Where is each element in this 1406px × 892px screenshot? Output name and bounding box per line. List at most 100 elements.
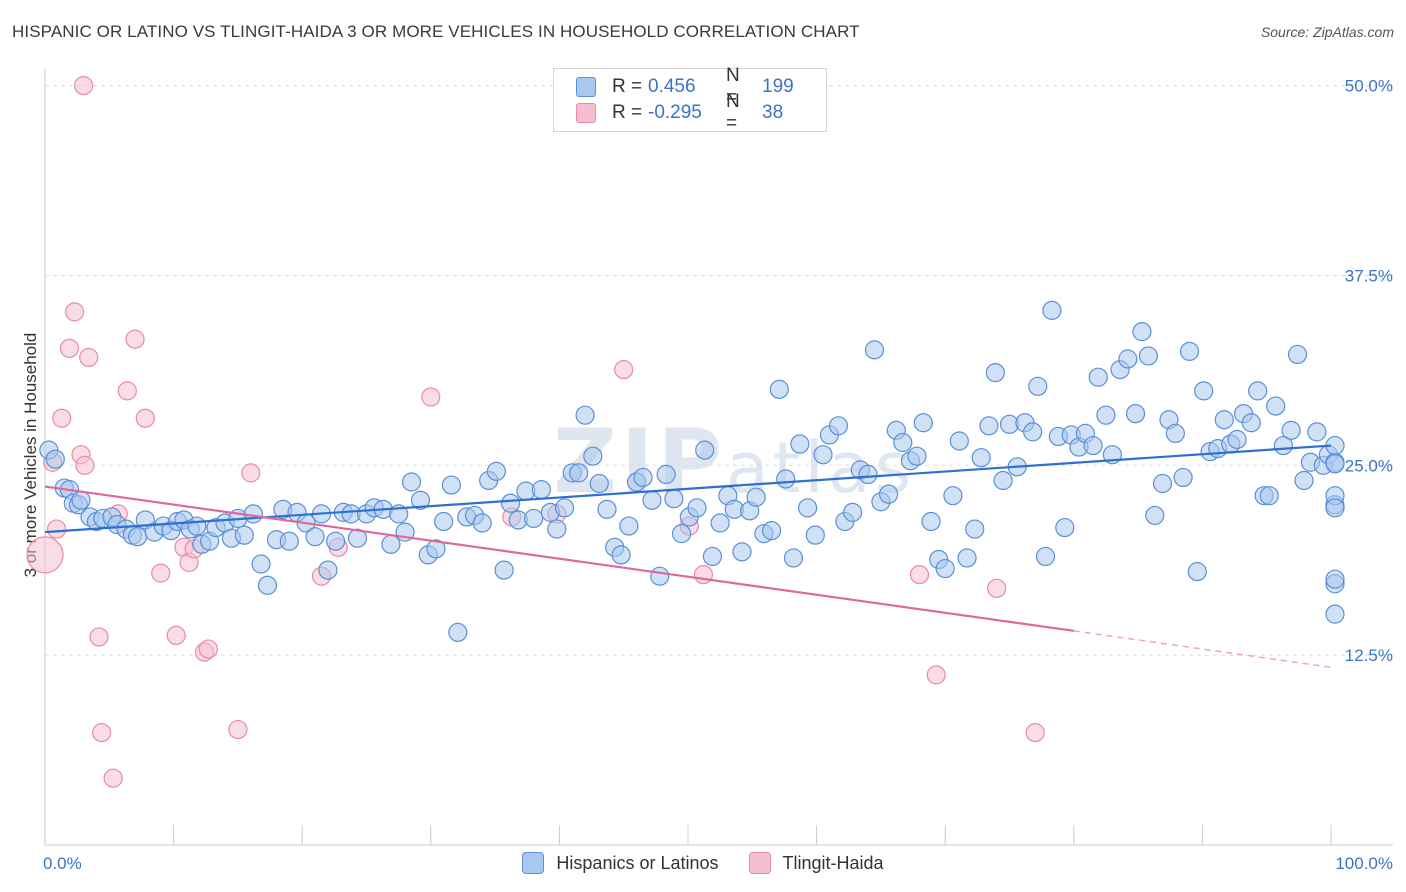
legend-row-hispanic: R = 0.456 N = 199 (576, 65, 794, 108)
hispanic-point (347, 528, 368, 548)
hispanic-point (589, 473, 609, 494)
n-value: 199 (762, 76, 794, 97)
hispanic-point (381, 534, 401, 554)
hispanic-point (1152, 473, 1173, 494)
tick-labels: 12.5% 25.0% 37.5% 50.0% 0.0% 100.0% (43, 77, 1393, 873)
hispanic-point (702, 546, 723, 567)
hispanic-point (127, 527, 148, 547)
hispanic-point (1325, 454, 1345, 474)
tlingit-point (46, 519, 67, 539)
hispanic-point (1042, 300, 1062, 320)
hispanic-point (441, 475, 461, 495)
hispanic-point (971, 448, 991, 468)
hispanic-points (39, 300, 1345, 642)
n-value: 38 (762, 102, 784, 123)
hispanic-point (575, 405, 595, 425)
tlingit-trend-line (44, 485, 1074, 632)
hispanic-point (1194, 381, 1214, 401)
hispanic-point (1227, 429, 1247, 450)
tlingit-point (26, 536, 64, 574)
tlingit-point (59, 338, 80, 358)
hispanic-point (187, 516, 207, 536)
hispanic-point (913, 413, 933, 433)
y-axis-label-group: 3 or more Vehicles in Household (21, 333, 40, 578)
hispanic-point (805, 525, 825, 545)
tlingit-point (117, 381, 137, 401)
hispanic-point (434, 511, 454, 532)
hispanic-point (1259, 486, 1279, 506)
hispanic-point (305, 527, 325, 547)
tlingit-point (166, 625, 186, 646)
hispanic-point (494, 560, 514, 580)
hispanic-point (1248, 381, 1268, 401)
correlation-legend: R = 0.456 N = 199 R = -0.295 N = 38 (553, 65, 827, 134)
hispanic-point (828, 416, 849, 436)
hispanic-point (671, 524, 692, 544)
hispanic-point (965, 519, 985, 539)
x-tick-label: 0.0% (43, 854, 82, 873)
hispanic-point (1307, 422, 1327, 442)
hispanic-point (531, 479, 551, 500)
hispanic-point (957, 548, 977, 568)
hispanic-point (1118, 349, 1138, 369)
hispanic-point (1096, 405, 1116, 425)
hispanic-point (695, 440, 715, 460)
hispanic-point (1145, 505, 1165, 526)
hispanic-point (426, 539, 446, 559)
hispanic-point (1088, 367, 1108, 387)
hispanic-point (1165, 423, 1185, 444)
hispanic-point (656, 464, 676, 485)
hispanic-point (1187, 562, 1207, 582)
hispanic-point (650, 566, 670, 586)
blue-swatch-icon (522, 852, 545, 874)
hispanic-point (710, 513, 730, 533)
hispanic-point (797, 498, 818, 518)
hispanic-point (569, 463, 589, 483)
tlingit-point (228, 719, 248, 740)
hispanic-point (949, 431, 969, 451)
legend-item-tlingit: Tlingit-Haida (748, 852, 884, 874)
tlingit-point (909, 565, 930, 585)
hispanic-point (583, 446, 603, 466)
chart-title: HISPANIC OR LATINO VS TLINGIT-HAIDA 3 OR… (12, 22, 860, 41)
hispanic-point (893, 432, 913, 453)
hispanic-point (251, 554, 271, 574)
tlingit-trend-extension (1073, 630, 1332, 669)
pink-swatch-icon (576, 103, 596, 123)
n-label: N = (726, 91, 740, 134)
hispanic-point (907, 446, 927, 466)
y-tick-label: 50.0% (1345, 77, 1393, 96)
hispanic-point (935, 558, 955, 579)
r-label: R = (612, 76, 643, 97)
hispanic-point (448, 622, 468, 642)
y-tick-label: 37.5% (1345, 266, 1393, 285)
tlingit-point (75, 455, 95, 475)
hispanic-point (1125, 404, 1146, 424)
tlingit-point (198, 639, 218, 659)
hispanic-point (472, 513, 492, 533)
hispanic-point (547, 519, 567, 539)
hispanic-point (410, 490, 431, 510)
hispanic-point (1083, 435, 1103, 456)
x-tick-label: 100.0% (1335, 854, 1393, 873)
hispanic-point (1241, 413, 1261, 433)
tlingit-point (1025, 723, 1045, 743)
tlingit-point (89, 627, 109, 647)
y-tick-label: 12.5% (1345, 646, 1393, 665)
hispanic-point (597, 499, 617, 519)
hispanic-point (486, 461, 506, 481)
hispanic-point (1266, 396, 1286, 416)
hispanic-point (71, 490, 91, 510)
hispanic-point (921, 511, 941, 532)
hispanic-point (1325, 498, 1345, 518)
hispanic-point (619, 516, 639, 536)
hispanic-point (769, 379, 789, 399)
tlingit-point (73, 75, 94, 96)
hispanic-point (401, 472, 422, 492)
tlingit-point (103, 768, 123, 788)
hispanic-point (985, 363, 1005, 383)
hispanic-point (879, 484, 899, 504)
tlingit-point (64, 302, 85, 322)
hispanic-point (864, 340, 885, 360)
